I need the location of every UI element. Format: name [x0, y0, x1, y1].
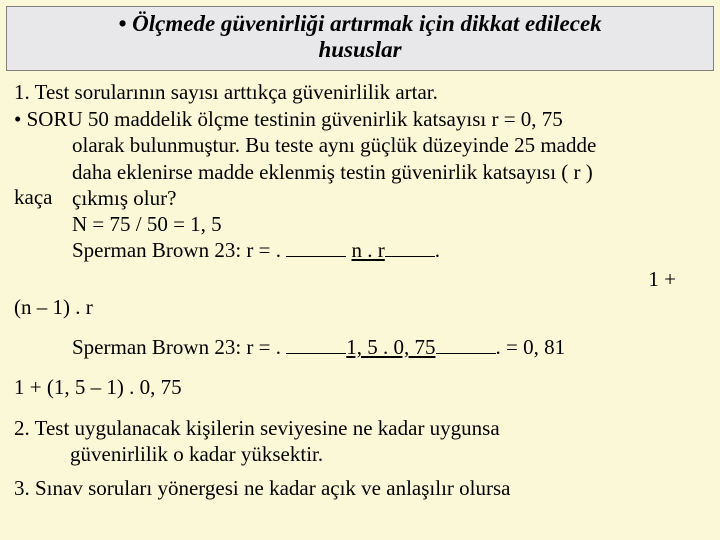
title-band: • Ölçmede güvenirliği artırmak için dikk… [6, 6, 714, 71]
sperman-2: Sperman Brown 23: r = . 1, 5 . 0, 75 . = … [14, 334, 706, 360]
underline-spacer [385, 237, 435, 257]
point-2-line-a: 2. Test uygulanacak kişilerin seviyesine… [14, 415, 706, 441]
sperman2-pre: Sperman Brown 23: r = . [72, 335, 286, 359]
soru-l5: N = 75 / 50 = 1, 5 [72, 211, 706, 237]
soru-l6: Sperman Brown 23: r = . n . r. [72, 237, 706, 263]
point-3: 3. Sınav soruları yönergesi ne kadar açı… [14, 475, 706, 501]
sperman2-post: . = 0, 81 [496, 335, 566, 359]
content: 1. Test sorularının sayısı arttıkça güve… [0, 75, 720, 502]
title-line-1: • Ölçmede güvenirliği artırmak için dikk… [118, 11, 601, 36]
formula-1-plus: 1 + [14, 266, 706, 292]
soru-text: • SORU 50 maddelik ölçme testinin güveni… [72, 106, 706, 264]
soru-l2: olarak bulunmuştur. Bu teste aynı güçlük… [72, 132, 706, 158]
underline-spacer [286, 237, 346, 257]
point-2-line-b: güvenirlilik o kadar yüksektir. [14, 441, 706, 467]
formula-denominator-2: 1 + (1, 5 – 1) . 0, 75 [14, 374, 706, 400]
soru-l3: daha eklenirse madde eklenmiş testin güv… [72, 159, 706, 185]
soru-l1: • SORU 50 maddelik ölçme testinin güveni… [14, 106, 706, 132]
point-1: 1. Test sorularının sayısı arttıkça güve… [14, 79, 706, 105]
formula-denominator-1: (n – 1) . r [14, 294, 706, 320]
title-line-2: hususlar [318, 37, 401, 62]
soru-l4: çıkmış olur? [72, 185, 706, 211]
soru-l6-post: . [435, 238, 440, 262]
soru-block: kaça • SORU 50 maddelik ölçme testinin g… [14, 106, 706, 264]
soru-l6-mid: n . r [352, 237, 385, 263]
point-2: 2. Test uygulanacak kişilerin seviyesine… [14, 415, 706, 468]
soru-l6-pre: Sperman Brown 23: r = . [72, 238, 286, 262]
underline-spacer [436, 334, 496, 354]
underline-spacer [286, 334, 346, 354]
sperman2-mid: 1, 5 . 0, 75 [346, 334, 435, 360]
